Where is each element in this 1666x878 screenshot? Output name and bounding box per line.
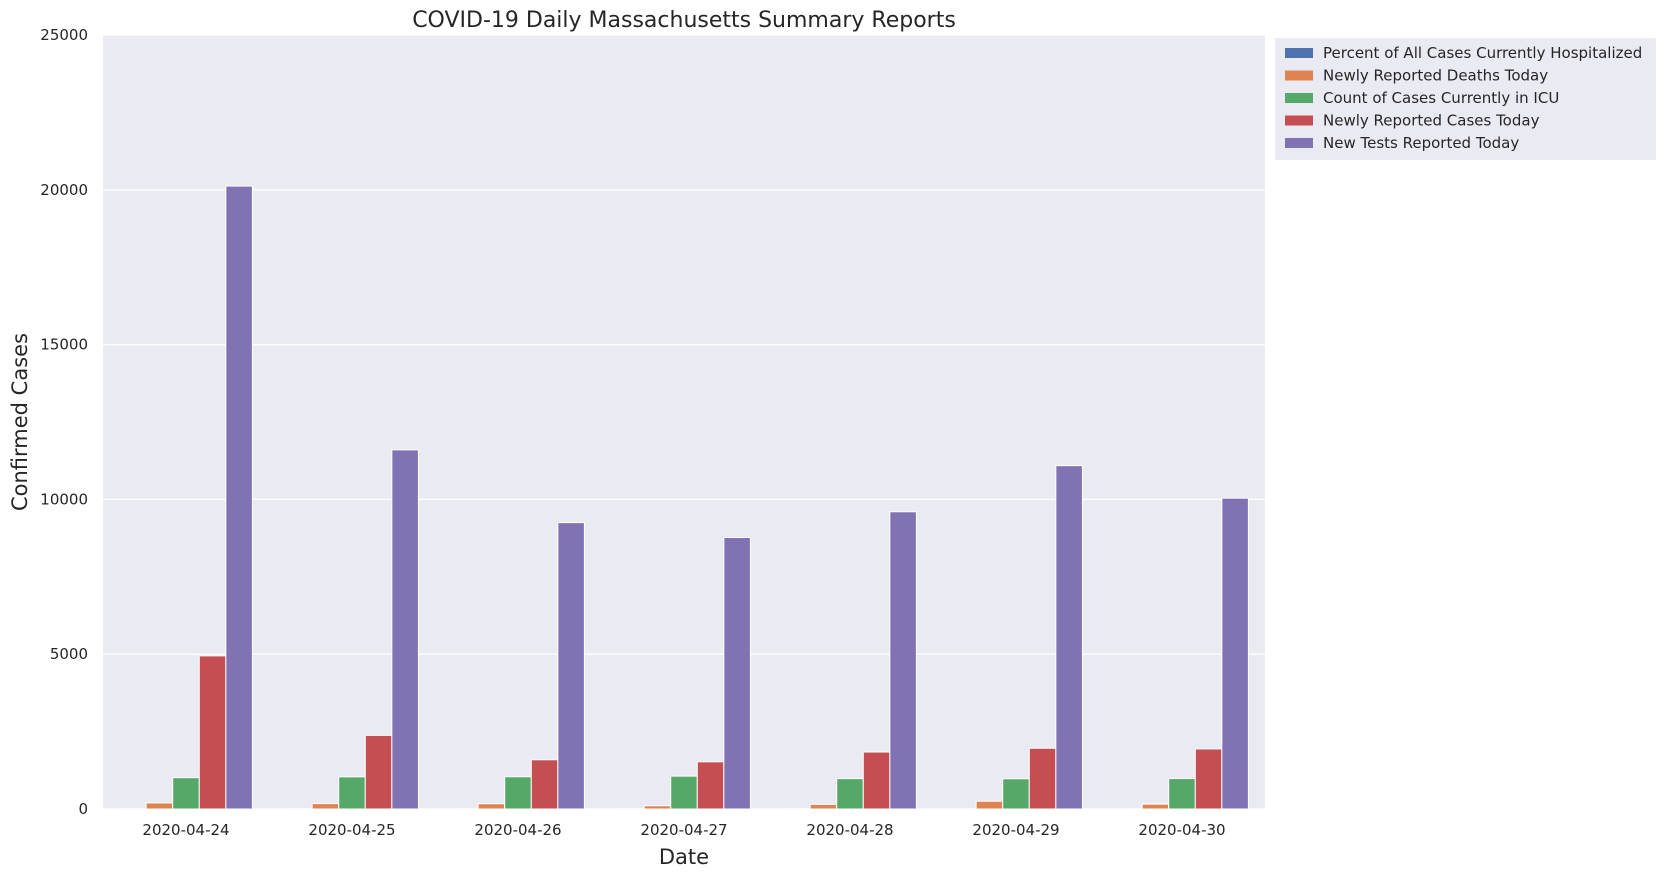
x-tick-label: 2020-04-28 xyxy=(806,821,893,839)
x-axis-ticks: 2020-04-24 2020-04-25 2020-04-26 2020-04-27… xyxy=(142,821,1225,839)
bar xyxy=(225,185,253,810)
y-tick-label: 10000 xyxy=(40,490,88,508)
legend-swatch xyxy=(1285,115,1313,126)
bar xyxy=(172,777,200,810)
bar xyxy=(477,803,506,810)
bar xyxy=(1055,465,1083,810)
bar xyxy=(836,778,864,810)
legend: Percent of All Cases Currently Hospitali… xyxy=(1275,38,1656,160)
bar xyxy=(670,775,698,810)
bar xyxy=(1221,497,1249,810)
bar xyxy=(1168,778,1196,810)
legend-label: Count of Cases Currently in ICU xyxy=(1323,89,1559,107)
x-tick-label: 2020-04-29 xyxy=(972,821,1059,839)
bar xyxy=(696,761,725,810)
bar xyxy=(557,522,585,810)
y-tick-label: 25000 xyxy=(40,26,88,44)
bar xyxy=(145,802,174,810)
bar xyxy=(1141,803,1170,810)
bar xyxy=(1028,747,1057,810)
y-tick-label: 5000 xyxy=(50,645,88,663)
bar xyxy=(1002,778,1030,810)
bar xyxy=(643,805,672,810)
chart-title: COVID-19 Daily Massachusetts Summary Rep… xyxy=(412,8,956,33)
plot-area xyxy=(103,35,1265,809)
bar xyxy=(975,800,1004,810)
bar xyxy=(889,511,917,810)
bar xyxy=(198,655,227,810)
bar xyxy=(862,751,891,810)
legend-label: New Tests Reported Today xyxy=(1323,134,1519,152)
x-tick-label: 2020-04-27 xyxy=(640,821,727,839)
legend-label: Newly Reported Cases Today xyxy=(1323,112,1540,130)
x-tick-label: 2020-04-25 xyxy=(308,821,395,839)
bar xyxy=(723,536,751,810)
bar xyxy=(311,803,340,810)
y-tick-label: 0 xyxy=(78,800,88,818)
y-tick-label: 15000 xyxy=(40,336,88,354)
bars xyxy=(119,185,1249,810)
bar xyxy=(338,776,366,810)
legend-label: Percent of All Cases Currently Hospitali… xyxy=(1323,44,1642,62)
legend-swatch xyxy=(1285,70,1313,81)
bar xyxy=(1194,748,1223,810)
bar xyxy=(504,776,532,810)
bar xyxy=(364,734,393,810)
bar xyxy=(530,759,559,810)
x-tick-label: 2020-04-26 xyxy=(474,821,561,839)
bar xyxy=(391,449,419,810)
legend-label: Newly Reported Deaths Today xyxy=(1323,67,1548,85)
x-tick-label: 2020-04-24 xyxy=(142,821,229,839)
bar xyxy=(809,803,838,810)
legend-swatch xyxy=(1285,138,1313,148)
x-tick-label: 2020-04-30 xyxy=(1138,821,1225,839)
legend-swatch xyxy=(1285,48,1313,58)
y-tick-label: 20000 xyxy=(40,181,88,199)
y-axis-ticks: 0 5000 10000 15000 20000 25000 xyxy=(40,26,88,818)
y-axis-title: Confirmed Cases xyxy=(8,333,32,511)
x-axis-title: Date xyxy=(659,845,709,869)
legend-box xyxy=(1275,38,1656,160)
legend-swatch xyxy=(1285,93,1313,103)
